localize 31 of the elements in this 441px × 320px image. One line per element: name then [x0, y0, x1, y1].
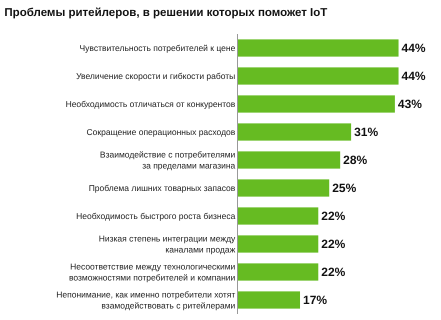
y-tick-label: Несоответствие между технологическими возможностями потребителей и компании: [68, 261, 236, 282]
data-label: 28%: [343, 153, 368, 167]
data-label: 22%: [321, 209, 346, 223]
y-tick-label: Необходимость отличаться от конкурентов: [66, 98, 236, 109]
y-tick-label: Чувствительность потребителей к цене: [80, 42, 236, 53]
y-tick-label: Сокращение операционных расходов: [86, 126, 236, 137]
data-label: 31%: [354, 125, 378, 139]
bar: [238, 179, 330, 197]
data-label: 25%: [332, 181, 357, 195]
bar: [238, 151, 340, 169]
y-tick-label: Необходимость быстрого роста бизнеса: [76, 210, 236, 221]
data-label: 17%: [303, 293, 328, 307]
bar: [238, 39, 399, 57]
y-tick-label: Взаимодействие с потребителями за пределами магазина: [100, 149, 236, 170]
y-tick-label: Проблема лишних товарных запасов: [88, 182, 236, 193]
y-tick-label: Увеличение скорости и гибкости работы: [76, 70, 236, 81]
bar: [238, 123, 352, 141]
data-label: 22%: [321, 237, 346, 251]
chart-title: Проблемы ритейлеров, в решении которых поможет IoT: [4, 7, 328, 20]
data-label: 43%: [398, 97, 422, 111]
bar: [238, 207, 318, 225]
bar: [238, 95, 395, 113]
bar: [238, 67, 399, 85]
data-label: 44%: [402, 69, 426, 83]
bar: [238, 263, 318, 281]
y-tick-label: Низкая степень интеграции между каналами продаж: [98, 233, 236, 254]
y-tick-label: Непонимание, как именно потребители хотят взамодействовать с ритейлерами: [56, 289, 236, 310]
data-label: 22%: [321, 265, 346, 279]
bar: [238, 235, 318, 253]
bar: [238, 291, 300, 309]
data-label: 44%: [402, 41, 426, 55]
